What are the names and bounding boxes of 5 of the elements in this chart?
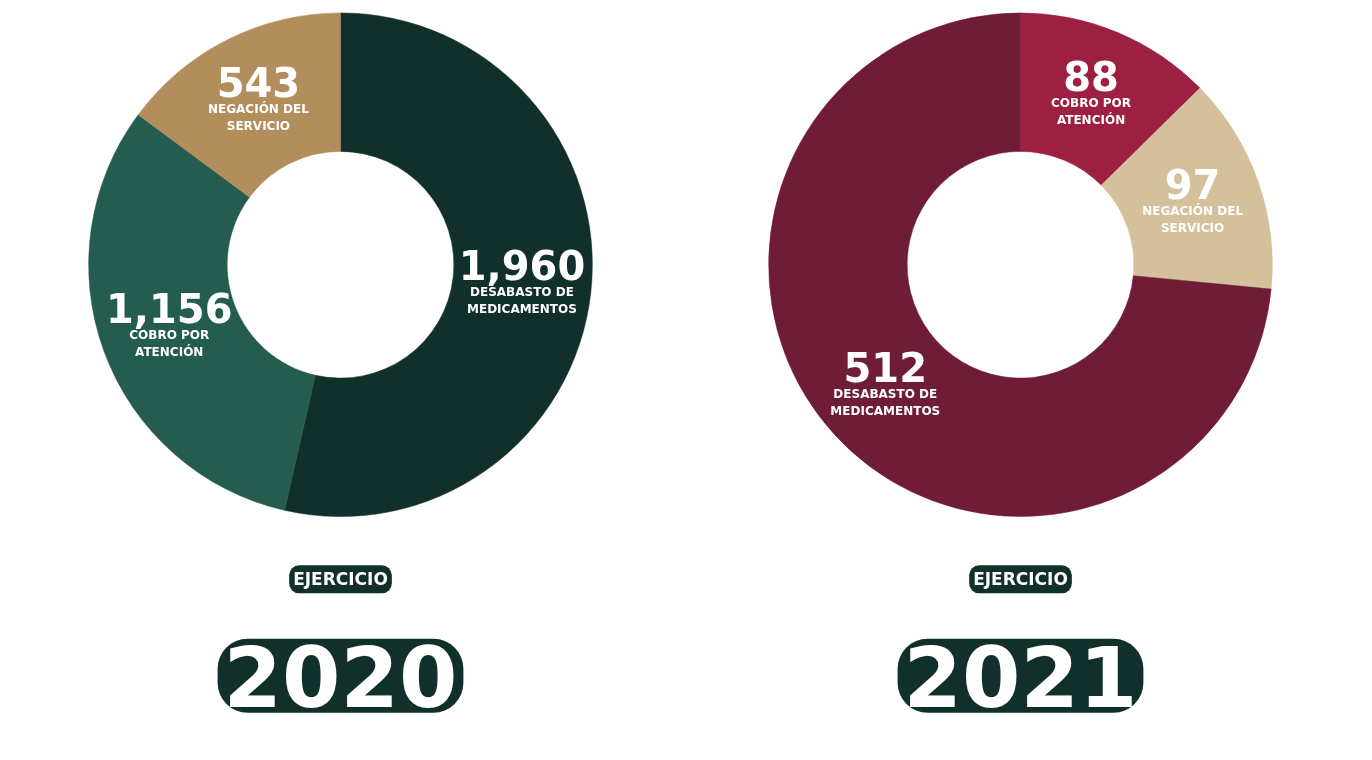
text: EJERCICIO bbox=[973, 569, 1068, 590]
slice-label: COBRO POR ATENCIÓN bbox=[129, 328, 210, 359]
text: 2020 bbox=[223, 628, 458, 727]
text: EJERCICIO bbox=[293, 569, 388, 590]
text: 2021 bbox=[903, 628, 1138, 727]
